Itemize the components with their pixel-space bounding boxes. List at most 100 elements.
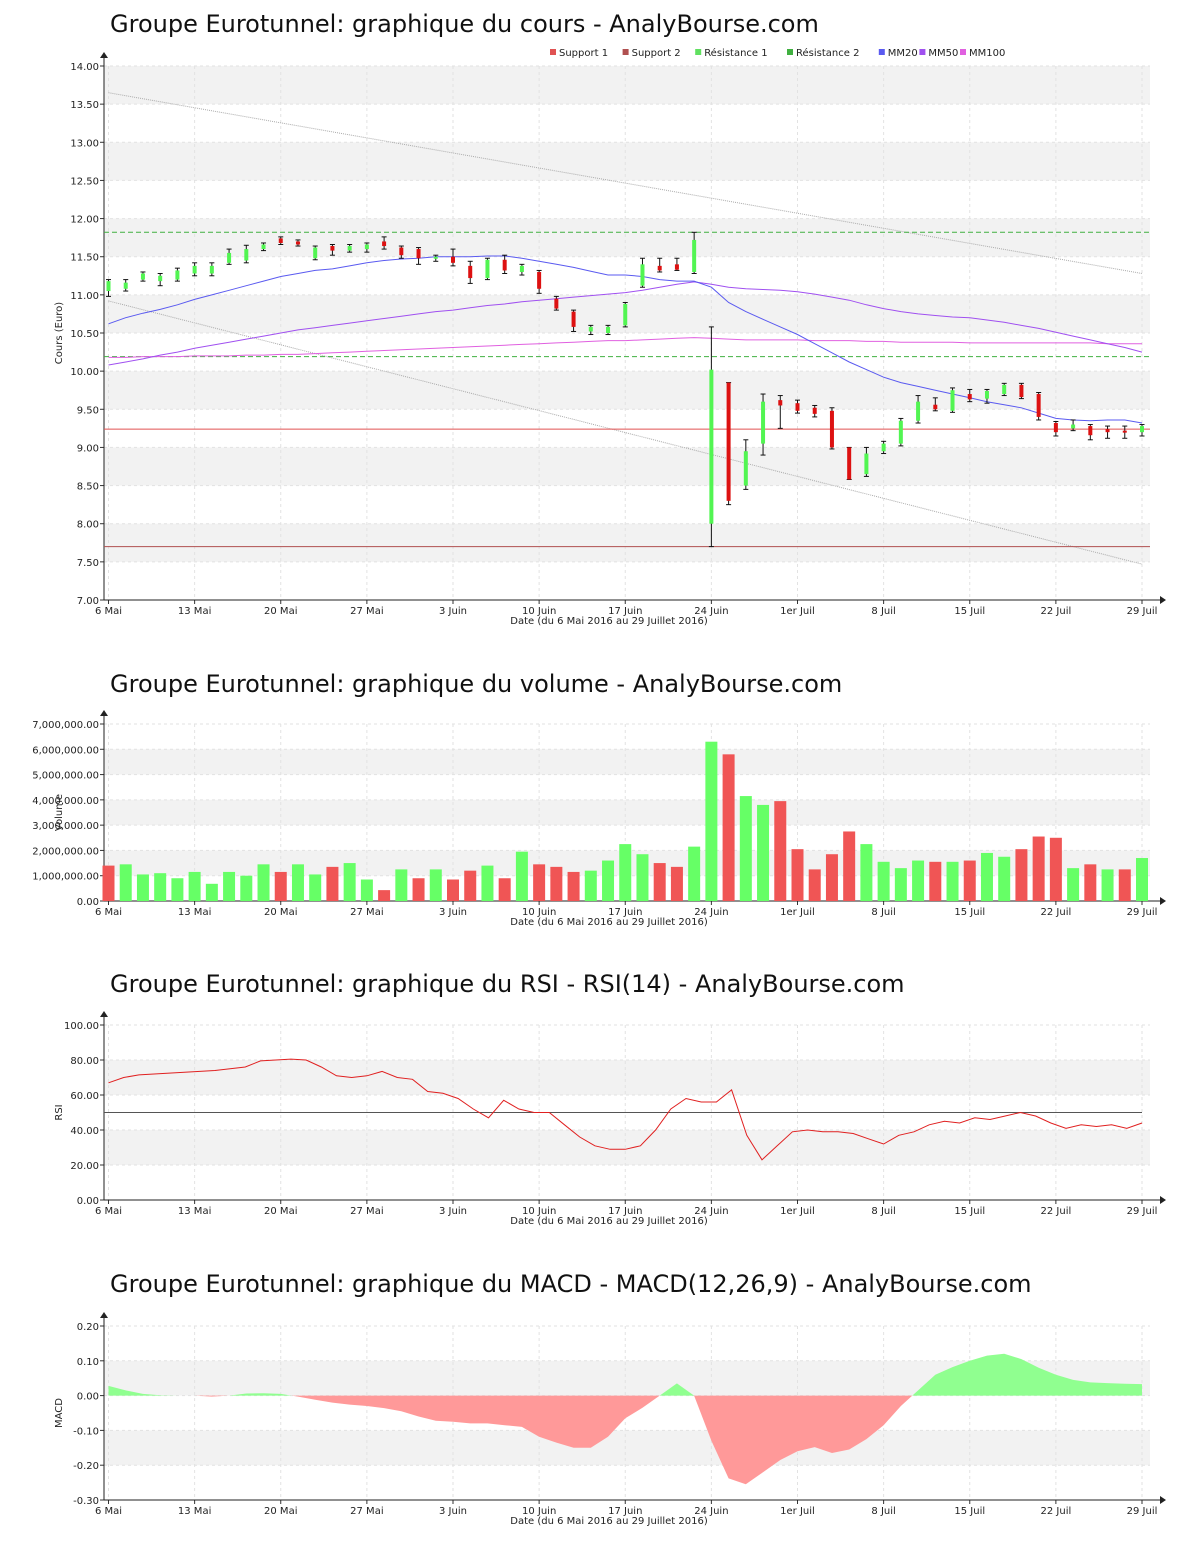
y-tick-label: -0.20 (73, 1461, 99, 1472)
candle-up (192, 265, 197, 274)
plot-band (104, 447, 1150, 486)
x-tick-label: 8 Juil (871, 907, 895, 918)
volume-bar-down (1049, 837, 1062, 901)
x-tick-label: 15 Juil (954, 606, 985, 617)
volume-bar-up (429, 869, 442, 901)
legend-swatch (550, 49, 556, 55)
x-tick-label: 8 Juil (871, 606, 895, 617)
volume-bar-up (998, 856, 1011, 901)
volume-bar-down (825, 854, 838, 901)
candle-up (175, 270, 180, 280)
rsi-chart-title: Groupe Eurotunnel: graphique du RSI - RS… (110, 970, 905, 998)
y-tick-label: 20.00 (70, 1161, 99, 1172)
candle-up (950, 390, 955, 411)
x-axis-arrow (1160, 1196, 1166, 1204)
volume-bar-down (1084, 864, 1097, 901)
x-tick-label: 17 Juin (608, 1506, 642, 1517)
volume-bar-up (343, 863, 356, 901)
x-tick-label: 20 Mai (264, 1206, 297, 1217)
x-tick-label: 13 Mai (178, 1506, 211, 1517)
volume-bar-down (550, 866, 563, 901)
legend-label-1: Support 2 (632, 48, 681, 59)
candle-down (468, 265, 473, 279)
candle-up (123, 282, 128, 289)
y-tick-label: 6,000,000.00 (32, 745, 99, 756)
plot-band (104, 799, 1150, 826)
macd-area-positive (659, 1383, 695, 1396)
candle-down (571, 311, 576, 327)
x-tick-label: 27 Mai (350, 606, 383, 617)
plot-band (104, 371, 1150, 410)
volume-bar-up (395, 869, 408, 901)
volume-bar-down (447, 879, 459, 901)
plot-band (104, 142, 1150, 181)
x-tick-label: 1er Juil (780, 1506, 815, 1517)
plot-band (104, 1060, 1150, 1095)
macd-area-negative (694, 1395, 913, 1485)
candle-up (1071, 424, 1076, 429)
y-tick-label: 14.00 (70, 62, 99, 73)
legend-swatch (787, 49, 793, 55)
candle-up (588, 326, 593, 332)
candle-down (847, 447, 852, 480)
y-tick-label: 0.00 (77, 897, 99, 908)
candle-up (227, 252, 232, 263)
volume-bar-up (739, 796, 752, 901)
x-tick-label: 24 Juin (694, 907, 728, 918)
x-tick-label: 22 Juil (1041, 1506, 1072, 1517)
volume-bar-down (412, 878, 425, 901)
volume-bar-down (274, 871, 287, 901)
candle-down (1122, 430, 1127, 433)
x-tick-label: 20 Mai (264, 1506, 297, 1517)
y-axis-label: RSI (54, 1104, 65, 1120)
mm50-line (108, 281, 1143, 366)
plot-band (104, 1430, 1150, 1466)
price-chart: 7.00 7.50 8.00 8.50 9.00 9.50 10.00 10.50 11.00 1… (54, 47, 1166, 627)
candle-down (537, 271, 542, 289)
volume-bar-up (636, 854, 649, 901)
x-tick-label: 17 Juin (608, 1206, 642, 1217)
candle-up (106, 281, 111, 292)
candle-up (347, 246, 352, 251)
candle-up (881, 443, 886, 452)
x-tick-label: 27 Mai (350, 1506, 383, 1517)
x-axis-label: Date (du 6 Mai 2016 au 29 Juillet 2016) (510, 616, 708, 627)
y-tick-label: 1,000,000.00 (32, 872, 99, 883)
candle-down (674, 264, 679, 270)
volume-bar-up (584, 870, 597, 901)
candle-up (984, 390, 989, 399)
volume-bar-down (1118, 869, 1131, 901)
candle-down (399, 247, 404, 256)
volume-bar-down (963, 860, 976, 901)
volume-bar-up (946, 861, 959, 901)
x-tick-label: 29 Juil (1127, 1506, 1158, 1517)
legend-label-5: MM50 (928, 48, 958, 59)
volume-bar-down (326, 866, 339, 901)
candle-down (726, 382, 731, 501)
volume-bar-up (1067, 868, 1080, 901)
candle-down (795, 403, 800, 411)
y-tick-label: 10.00 (70, 367, 99, 378)
legend-swatch (878, 49, 885, 55)
y-axis-label: Volume (54, 794, 65, 831)
y-tick-label: 7.50 (77, 558, 99, 569)
volume-bar-up (188, 871, 201, 901)
y-tick-label: -0.30 (73, 1496, 99, 1507)
macd-area-positive (108, 1385, 195, 1396)
channel-upper-line (108, 92, 1143, 274)
candle-up (898, 420, 903, 444)
x-tick-label: 10 Juin (522, 1506, 556, 1517)
volume-bar-up (257, 864, 270, 901)
x-tick-label: 29 Juil (1127, 907, 1158, 918)
legend-label-4: MM20 (888, 48, 918, 59)
volume-bar-up (291, 864, 304, 901)
macd-area-negative (291, 1395, 660, 1448)
y-tick-label: 0.20 (77, 1322, 99, 1333)
y-tick-label: 8.50 (77, 482, 99, 493)
volume-bar-up (171, 878, 184, 901)
y-tick-label: -0.10 (73, 1426, 99, 1437)
legend-label-3: Résistance 2 (796, 47, 859, 59)
y-tick-label: 40.00 (70, 1126, 99, 1137)
x-tick-label: 6 Mai (95, 907, 122, 918)
y-tick-label: 8.00 (77, 520, 99, 531)
